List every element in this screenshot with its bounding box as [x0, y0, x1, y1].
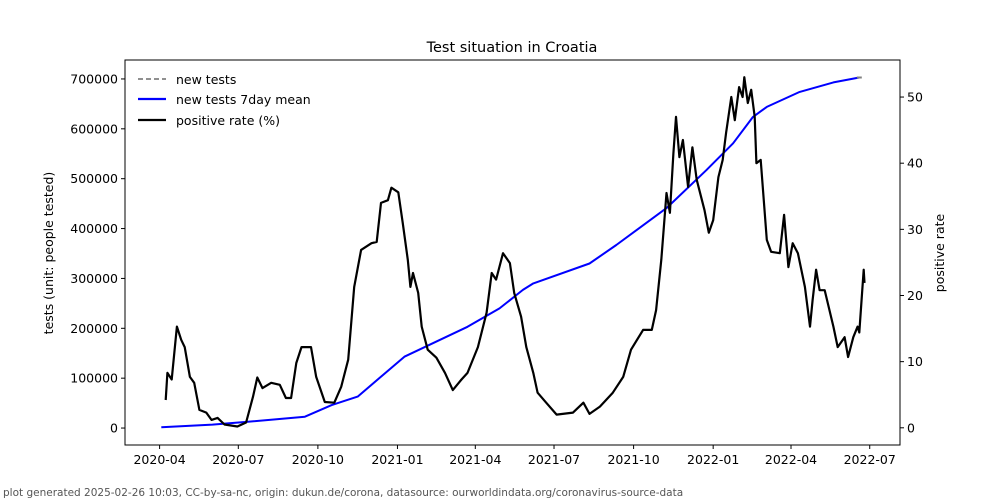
y-tick-label: 600000 [70, 121, 118, 136]
x-tick-label: 2020-10 [292, 452, 344, 467]
x-tick-label: 2021-04 [449, 452, 501, 467]
legend: new tests new tests 7day mean positive r… [138, 72, 311, 128]
y-tick-label: 0 [110, 421, 118, 436]
x-tick-label: 2021-10 [607, 452, 659, 467]
x-tick-label: 2020-07 [212, 452, 264, 467]
y-tick-label-right: 0 [907, 420, 915, 435]
series-line-positive-rate [164, 76, 866, 428]
legend-label-new-tests: new tests [176, 72, 236, 87]
x-tick-label: 2022-01 [687, 452, 739, 467]
y-axis-label-right: positive rate [932, 214, 947, 293]
chart-title: Test situation in Croatia [426, 40, 598, 56]
x-tick-label: 2020-04 [133, 452, 185, 467]
y-tick-label-right: 30 [907, 222, 923, 237]
footer-note: plot generated 2025-02-26 10:03, CC-by-s… [3, 487, 684, 499]
y-tick-label: 500000 [70, 171, 118, 186]
y-axis-label: tests (unit: people tested) [41, 172, 56, 335]
y-tick-label: 200000 [70, 321, 118, 336]
y-tick-label: 100000 [70, 371, 118, 386]
y-tick-label: 300000 [70, 271, 118, 286]
series-line-new-tests-7day-mean [161, 76, 860, 429]
y-tick-label: 400000 [70, 221, 118, 236]
legend-label-7day-mean: new tests 7day mean [176, 92, 311, 107]
legend-label-positive-rate: positive rate (%) [176, 113, 280, 128]
plot-area: 2020-04 2020-07 2020-10 2021-01 2021-04 2021-… [70, 71, 923, 467]
x-tick-label: 2021-07 [528, 452, 580, 467]
y-tick-label: 700000 [70, 71, 118, 86]
x-tick-label: 2021-01 [371, 452, 423, 467]
y-tick-label-right: 50 [907, 90, 923, 105]
plot-frame [124, 59, 901, 446]
x-tick-label: 2022-07 [844, 452, 896, 467]
y-tick-label-right: 20 [907, 288, 923, 303]
y-tick-label-right: 10 [907, 354, 923, 369]
y-tick-label-right: 40 [907, 156, 923, 171]
x-tick-label: 2022-04 [765, 452, 817, 467]
